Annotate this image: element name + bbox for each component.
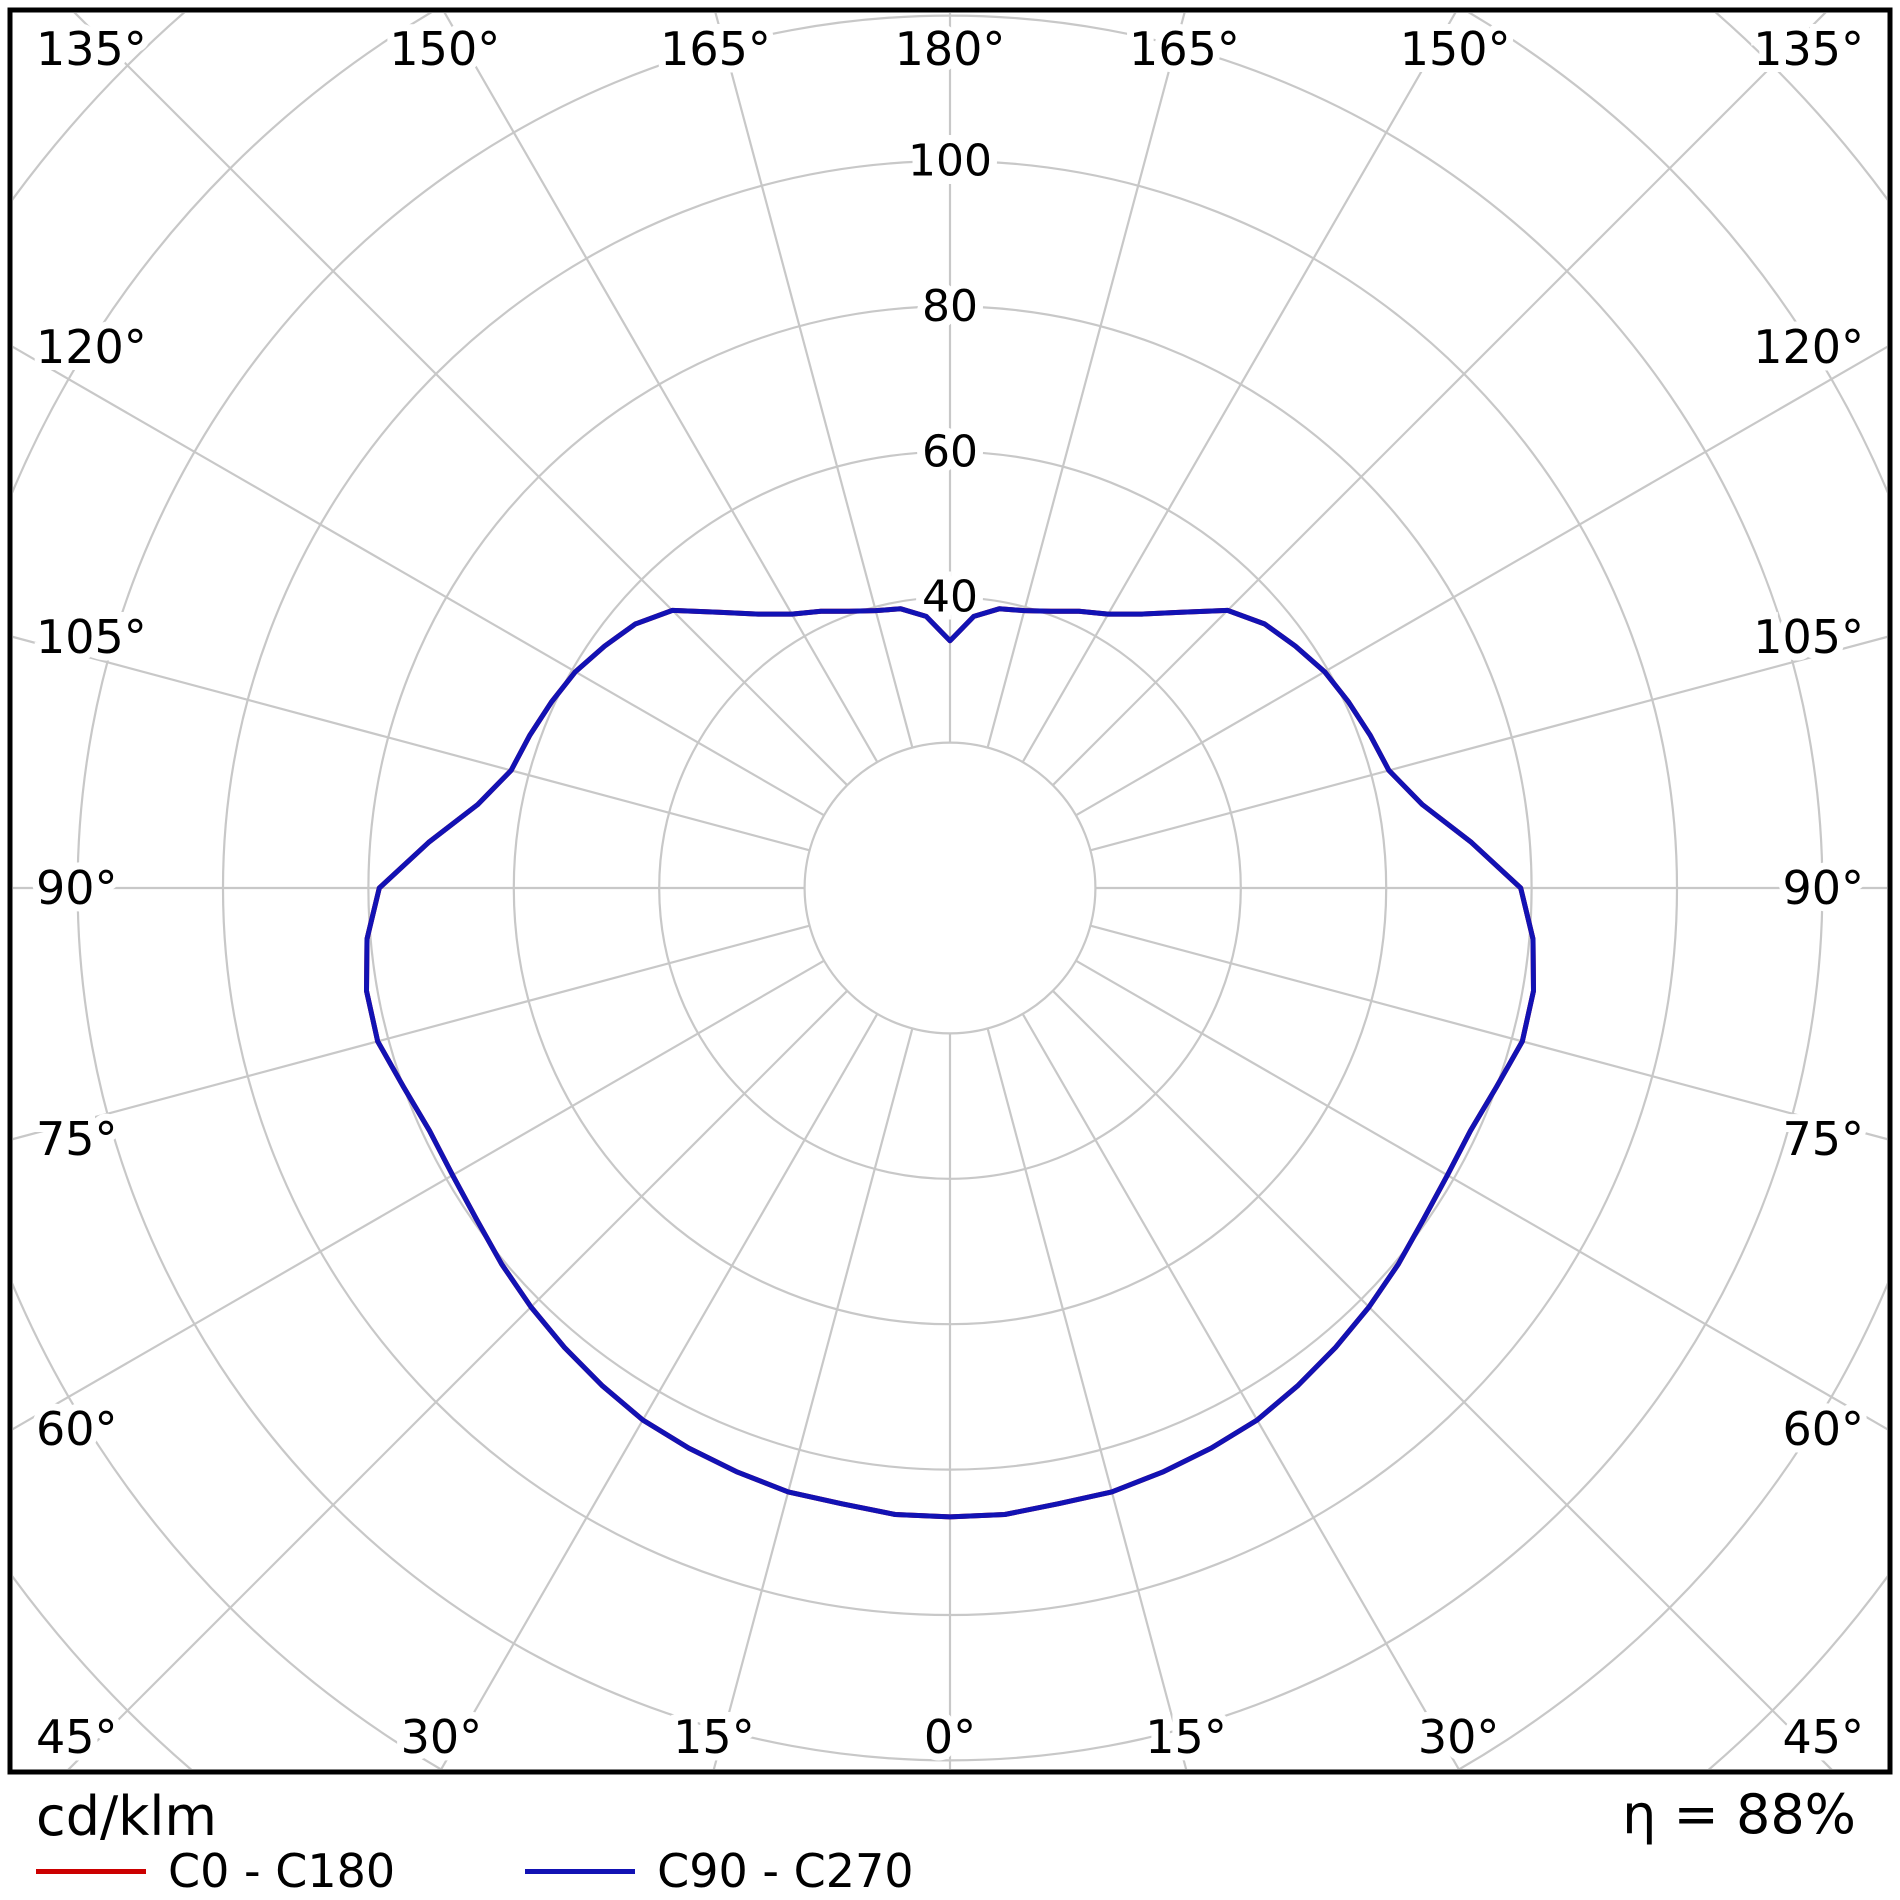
angle-label: 90°	[1782, 861, 1864, 915]
angle-label: 105°	[36, 610, 147, 664]
angle-label: 60°	[1782, 1402, 1864, 1456]
svg-text:60: 60	[922, 426, 978, 477]
legend-swatch-c0-c180	[36, 1868, 146, 1874]
legend-item-c90-c270: C90 - C270	[525, 1844, 914, 1898]
angle-label: 90°	[36, 861, 118, 915]
unit-label: cd/klm	[36, 1785, 218, 1848]
angle-label: 165°	[660, 22, 771, 76]
angle-label: 45°	[36, 1710, 118, 1764]
legend-label-c0-c180: C0 - C180	[168, 1844, 396, 1898]
angle-label: 30°	[1418, 1710, 1500, 1764]
angle-label: 135°	[1753, 22, 1864, 76]
angle-label: 75°	[1782, 1112, 1864, 1166]
svg-text:100: 100	[908, 136, 992, 187]
intensity-curves	[364, 606, 1536, 1520]
chart-frame	[7, 7, 1893, 1775]
angle-label: 15°	[673, 1710, 755, 1764]
angle-label: 150°	[1400, 22, 1511, 76]
efficiency-label: η = 88%	[1622, 1783, 1856, 1846]
svg-text:80: 80	[922, 281, 978, 332]
angle-label: 0°	[924, 1710, 976, 1764]
angle-label: 15°	[1145, 1710, 1227, 1764]
legend-label-c90-c270: C90 - C270	[657, 1844, 914, 1898]
legend: C0 - C180 C90 - C270	[36, 1848, 914, 1894]
angle-label: 150°	[389, 22, 500, 76]
angle-label: 135°	[36, 22, 147, 76]
angle-label: 45°	[1782, 1710, 1864, 1764]
angle-label: 120°	[1753, 320, 1864, 374]
angle-label: 105°	[1753, 610, 1864, 664]
angle-label: 75°	[36, 1112, 118, 1166]
svg-text:40: 40	[922, 572, 978, 623]
angle-label: 120°	[36, 320, 147, 374]
ring-tick-labels: 40 60 80 100	[900, 128, 1000, 631]
legend-item-c0-c180: C0 - C180	[36, 1848, 395, 1894]
angle-tick-labels: 0° 15° 15° 30° 30° 45° 45° 60° 60° 75° 75° 90° 90° 10…	[29, 15, 1871, 1771]
legend-swatch-c90-c270	[525, 1868, 636, 1874]
angle-label: 180°	[895, 22, 1006, 76]
angle-label: 30°	[401, 1710, 483, 1764]
angle-label: 60°	[36, 1402, 118, 1456]
angle-label: 165°	[1129, 22, 1240, 76]
